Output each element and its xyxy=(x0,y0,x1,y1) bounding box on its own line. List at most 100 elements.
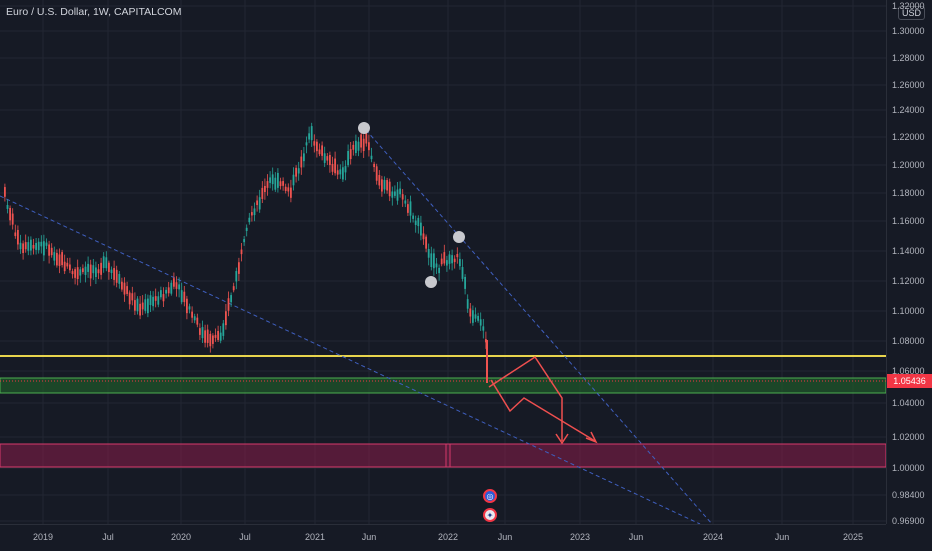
candle-body xyxy=(373,163,375,168)
candle-body xyxy=(17,229,19,245)
candle-body xyxy=(362,138,365,152)
candle-body xyxy=(35,243,37,250)
candle-body xyxy=(170,282,173,294)
candle-body xyxy=(453,258,456,263)
candle-body xyxy=(412,215,414,219)
candle-body xyxy=(274,177,277,190)
candle-body xyxy=(253,208,256,216)
candle-body xyxy=(53,252,56,261)
candle-body xyxy=(82,268,84,273)
candle-body xyxy=(89,264,92,279)
trend-line-upper xyxy=(365,129,713,524)
candle-body xyxy=(269,177,271,183)
candle-body xyxy=(167,287,170,294)
candle-body xyxy=(27,242,30,251)
candle-body xyxy=(292,174,295,186)
us-flag-event-icon[interactable]: ✦ xyxy=(483,508,497,522)
candle-body xyxy=(329,154,331,166)
candle-body xyxy=(482,326,485,331)
candle-body xyxy=(147,298,149,314)
candle-body xyxy=(323,153,326,163)
candle-body xyxy=(69,264,71,271)
candle-body xyxy=(95,267,97,278)
price-label: 1.28000 xyxy=(892,53,925,63)
time-label: 2019 xyxy=(32,532,54,542)
candle-body xyxy=(347,151,349,166)
last-price-tag: 1.05436 xyxy=(887,374,932,388)
candle-body xyxy=(430,253,433,268)
price-label: 1.22000 xyxy=(892,132,925,142)
pivot-markers xyxy=(358,122,465,288)
candle-body xyxy=(144,299,147,311)
candle-body xyxy=(297,168,300,174)
candle-body xyxy=(97,269,100,274)
time-label: 2025 xyxy=(842,532,864,542)
candle-body xyxy=(4,187,6,197)
candle-body xyxy=(365,133,368,144)
candle-body xyxy=(433,253,435,269)
candle-body xyxy=(396,189,399,201)
candle-body xyxy=(9,207,11,221)
candle-body xyxy=(79,269,82,276)
price-label: 1.04000 xyxy=(892,398,925,408)
currency-badge[interactable]: USD xyxy=(898,6,926,20)
chart-zones xyxy=(0,355,886,468)
candle-body xyxy=(279,181,282,187)
candle-body xyxy=(102,256,105,268)
candle-body xyxy=(105,257,108,269)
candle-body xyxy=(14,232,17,237)
candle-body xyxy=(266,181,269,188)
symbol-title[interactable]: Euro / U.S. Dollar, 1W, CAPITALCOM xyxy=(6,6,182,18)
candle-body xyxy=(100,262,102,275)
time-label: 2024 xyxy=(702,532,724,542)
candle-body xyxy=(173,278,175,287)
candle-body xyxy=(258,197,261,210)
support-zone-green xyxy=(0,377,886,394)
candle-body xyxy=(277,172,279,188)
candle-body xyxy=(37,241,40,251)
candle-body xyxy=(30,239,32,251)
candle-body xyxy=(313,141,316,146)
candle-body xyxy=(214,334,217,338)
candle-body xyxy=(290,187,292,198)
chart-grid xyxy=(0,0,886,524)
time-label: 2021 xyxy=(304,532,326,542)
calendar-event-icon[interactable]: ◎ xyxy=(483,489,497,503)
candle-body xyxy=(336,170,339,175)
projection-path-a xyxy=(488,355,563,441)
candle-body xyxy=(485,339,487,343)
candle-body xyxy=(282,181,284,186)
candle-body xyxy=(63,261,66,272)
candle-body xyxy=(271,174,274,185)
candle-body xyxy=(209,333,212,347)
candle-body xyxy=(123,282,126,295)
candle-body xyxy=(40,241,43,247)
chart-plot-area[interactable] xyxy=(0,0,886,524)
candle-body xyxy=(186,298,188,314)
candle-body xyxy=(66,262,69,267)
candle-body xyxy=(446,260,448,266)
candle-body xyxy=(149,295,152,306)
candle-body xyxy=(32,244,35,249)
candle-body xyxy=(50,247,53,256)
price-scale[interactable] xyxy=(886,0,932,524)
candle-body xyxy=(342,167,344,180)
candle-body xyxy=(58,254,61,266)
candle-body xyxy=(71,271,74,275)
candle-body xyxy=(438,267,440,274)
candle-body xyxy=(316,141,318,152)
candle-body xyxy=(456,253,459,258)
candle-body xyxy=(425,236,427,249)
candle-body xyxy=(357,141,360,151)
price-label: 1.12000 xyxy=(892,276,925,286)
candle-body xyxy=(422,233,425,240)
candle-body xyxy=(87,263,89,272)
candle-body xyxy=(295,167,297,177)
candle-body xyxy=(459,258,461,267)
time-label: Jun xyxy=(361,532,377,542)
candle-body xyxy=(261,187,264,199)
candle-body xyxy=(248,217,251,223)
time-scale[interactable] xyxy=(0,524,886,551)
candle-body xyxy=(420,222,422,236)
candle-body xyxy=(160,290,162,298)
